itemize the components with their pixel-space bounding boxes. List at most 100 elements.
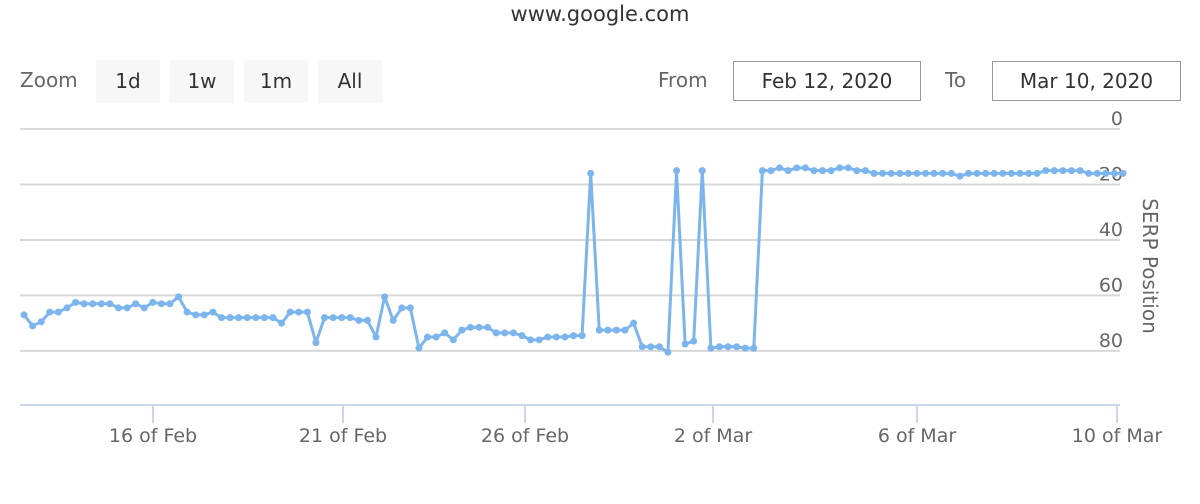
data-point — [1093, 169, 1101, 177]
x-tick-label: 16 of Feb — [109, 425, 197, 447]
data-point — [1016, 169, 1024, 177]
data-point — [947, 169, 955, 177]
data-point — [175, 293, 183, 301]
data-point — [80, 300, 88, 308]
data-point — [896, 169, 904, 177]
data-point — [235, 314, 243, 322]
data-point — [604, 326, 612, 334]
data-point — [861, 167, 869, 175]
data-point — [89, 300, 97, 308]
data-point — [527, 336, 535, 344]
data-point — [655, 343, 663, 351]
data-point — [982, 169, 990, 177]
data-point — [329, 314, 337, 322]
data-point — [381, 293, 389, 301]
data-point — [638, 343, 646, 351]
series-line — [22, 166, 1123, 354]
data-point — [853, 167, 861, 175]
data-point — [54, 308, 62, 316]
y-tick-label: 0 — [1111, 108, 1123, 130]
zoom-all-button[interactable]: All — [318, 60, 382, 103]
series-serp-position — [20, 164, 1127, 356]
data-point — [1025, 169, 1033, 177]
data-point — [990, 169, 998, 177]
to-date-input[interactable]: Mar 10, 2020 — [992, 61, 1181, 101]
data-point — [20, 311, 28, 319]
data-point — [140, 304, 148, 312]
data-point — [97, 300, 105, 308]
data-point — [458, 326, 466, 334]
data-point — [303, 308, 311, 316]
data-point — [801, 164, 809, 172]
data-point — [252, 314, 260, 322]
data-point — [767, 167, 775, 175]
data-point — [879, 169, 887, 177]
data-point — [449, 336, 457, 344]
data-point — [956, 172, 964, 180]
data-point — [398, 304, 406, 312]
data-point — [1110, 169, 1118, 177]
data-point — [406, 304, 414, 312]
data-point — [312, 339, 320, 347]
data-point — [776, 164, 784, 172]
x-tick-label: 10 of Mar — [1072, 425, 1163, 447]
data-point — [1067, 167, 1075, 175]
data-point — [166, 300, 174, 308]
data-point — [818, 167, 826, 175]
data-point — [157, 300, 165, 308]
data-point — [973, 169, 981, 177]
data-point — [432, 333, 440, 341]
data-point — [1059, 167, 1067, 175]
data-point — [612, 326, 620, 334]
data-point — [200, 311, 208, 319]
from-date-input[interactable]: Feb 12, 2020 — [733, 61, 921, 101]
data-point — [904, 169, 912, 177]
data-point — [466, 323, 474, 331]
data-point — [114, 304, 122, 312]
data-point — [621, 326, 629, 334]
data-point — [647, 343, 655, 351]
data-point — [132, 300, 140, 308]
data-point — [810, 167, 818, 175]
y-tick-label: 60 — [1099, 274, 1123, 296]
data-point — [123, 304, 131, 312]
data-point — [338, 314, 346, 322]
data-point — [72, 298, 80, 306]
data-point — [673, 167, 681, 175]
data-point — [295, 308, 303, 316]
data-point — [475, 323, 483, 331]
zoom-1d-button[interactable]: 1d — [96, 60, 160, 103]
y-axis-title: SERP Position — [1138, 198, 1162, 334]
data-point — [372, 333, 380, 341]
data-point — [913, 169, 921, 177]
data-point — [1076, 167, 1084, 175]
data-point — [827, 167, 835, 175]
data-point — [922, 169, 930, 177]
data-point — [793, 164, 801, 172]
to-label: To — [945, 68, 967, 92]
data-point — [887, 169, 895, 177]
data-point — [698, 167, 706, 175]
data-point — [217, 314, 225, 322]
data-point — [1085, 169, 1093, 177]
data-point — [149, 298, 157, 306]
data-point — [707, 344, 715, 352]
zoom-1w-button[interactable]: 1w — [170, 60, 234, 103]
data-point — [209, 308, 217, 316]
data-point — [552, 333, 560, 341]
data-point — [844, 164, 852, 172]
data-point — [278, 319, 286, 327]
data-point — [46, 308, 54, 316]
data-point — [750, 344, 758, 352]
data-point — [1050, 167, 1058, 175]
zoom-1m-button[interactable]: 1m — [244, 60, 308, 103]
x-tick-label: 2 of Mar — [674, 425, 753, 447]
data-point — [1033, 169, 1041, 177]
data-point — [681, 340, 689, 348]
data-point — [29, 322, 37, 330]
grid-lines — [20, 128, 1120, 352]
data-point — [561, 333, 569, 341]
y-tick-label: 80 — [1099, 330, 1123, 352]
